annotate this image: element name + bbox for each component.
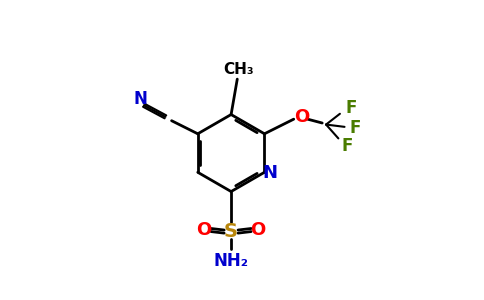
Text: F: F <box>349 119 361 137</box>
Text: S: S <box>224 222 238 241</box>
Text: N: N <box>262 164 277 182</box>
Text: F: F <box>342 137 353 155</box>
Text: CH₃: CH₃ <box>224 62 254 77</box>
Text: O: O <box>294 108 309 126</box>
Text: O: O <box>250 221 266 239</box>
Text: O: O <box>197 221 212 239</box>
Text: N: N <box>133 90 147 108</box>
Text: F: F <box>345 99 356 117</box>
Text: NH₂: NH₂ <box>213 252 249 270</box>
